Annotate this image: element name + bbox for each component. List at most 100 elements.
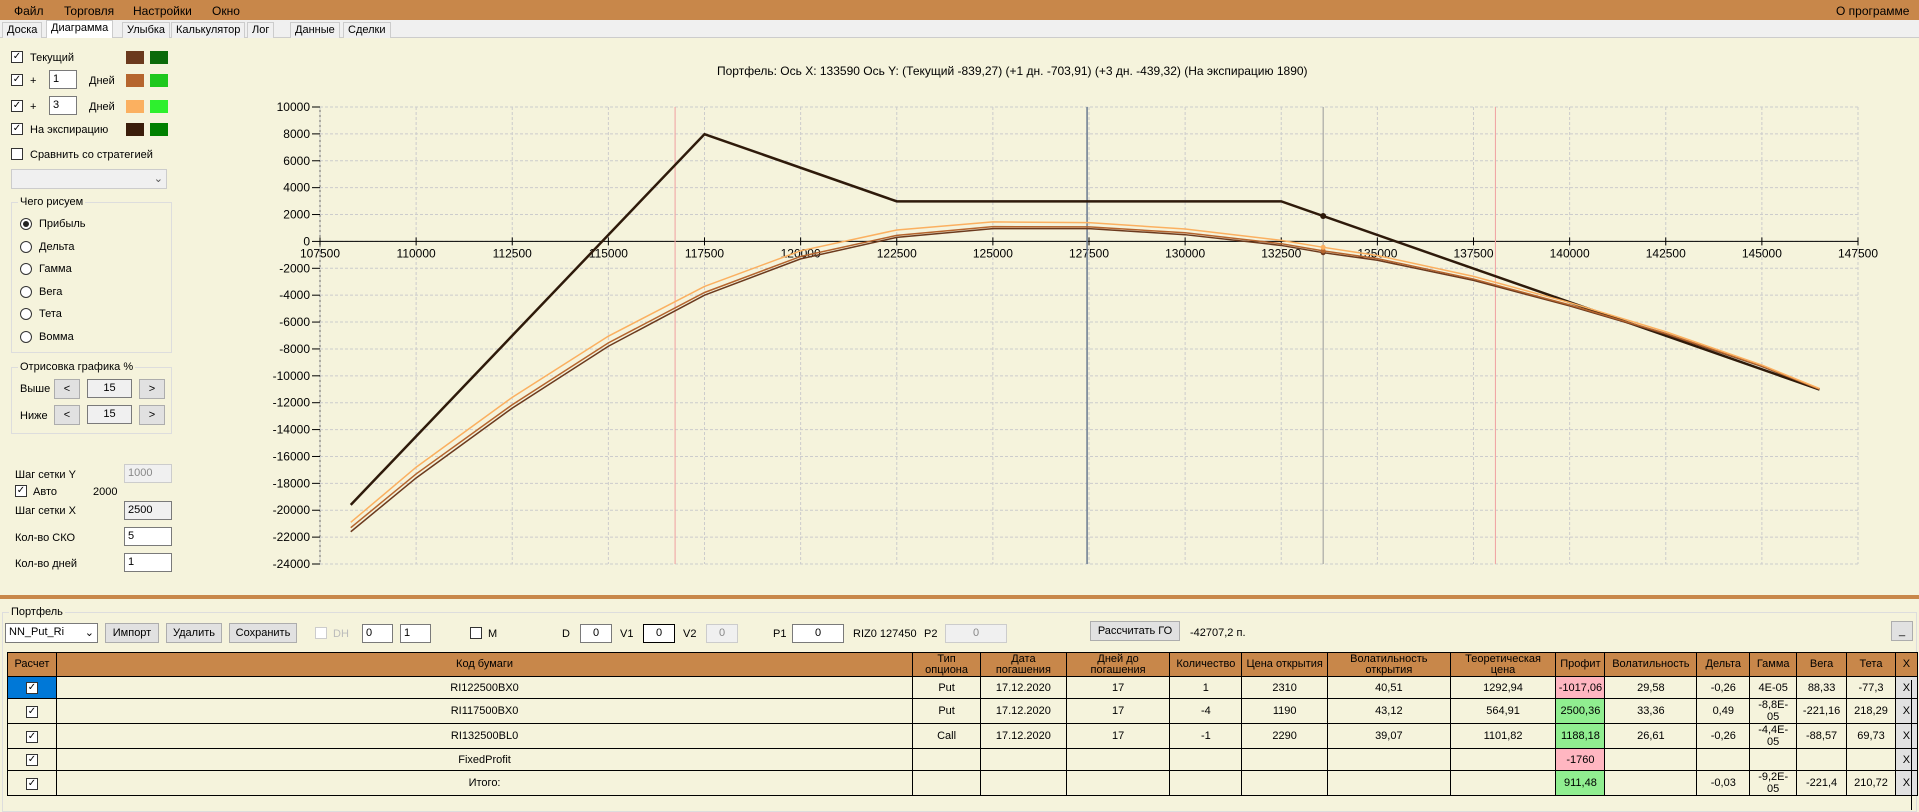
import-button[interactable]: Импорт: [105, 623, 159, 643]
tab-diagram[interactable]: Диаграмма: [46, 20, 114, 38]
column-header[interactable]: Тип опциона: [912, 652, 981, 677]
column-header[interactable]: X: [1894, 652, 1919, 677]
grid-y-input[interactable]: 1000: [124, 464, 172, 483]
menu-settings[interactable]: Настройки: [133, 4, 192, 18]
calc-checkbox-cell[interactable]: ✓: [7, 698, 57, 724]
day1-input[interactable]: 1: [49, 70, 77, 89]
calc-checkbox-cell[interactable]: ✓: [7, 676, 57, 699]
table-cell: 69,73: [1846, 723, 1896, 749]
calc-checkbox[interactable]: ✓: [25, 705, 38, 718]
column-header[interactable]: Волатильность открытия: [1327, 652, 1451, 677]
tab-log[interactable]: Лог: [247, 22, 275, 38]
draw-what-label: Чего рисуем: [18, 196, 86, 208]
dh-checkbox[interactable]: [315, 627, 327, 639]
above-increase-button[interactable]: >: [139, 379, 165, 399]
menu-trade[interactable]: Торговля: [64, 4, 115, 18]
sko-input[interactable]: 5: [124, 527, 172, 546]
column-header[interactable]: Количество: [1169, 652, 1243, 677]
days-count-input[interactable]: 1: [124, 553, 172, 572]
below-increase-button[interactable]: >: [139, 405, 165, 425]
delete-row-button[interactable]: X: [1894, 698, 1919, 724]
day1-greek-color-swatch[interactable]: [150, 74, 168, 87]
column-header[interactable]: Вега: [1796, 652, 1848, 677]
tab-data[interactable]: Данные: [290, 22, 340, 38]
current-greek-color-swatch[interactable]: [150, 51, 168, 64]
menu-window[interactable]: Окно: [212, 4, 240, 18]
tab-calculator[interactable]: Калькулятор: [171, 22, 246, 38]
d-input[interactable]: 0: [580, 624, 612, 643]
splitter[interactable]: [0, 595, 1919, 599]
table-row[interactable]: ✓ RI122500BX0 Put 17.12.2020 17 1 2310 40,51 129…: [7, 676, 1919, 699]
radio-theta[interactable]: [20, 308, 32, 320]
column-header[interactable]: Гамма: [1749, 652, 1798, 677]
v1-label: V1: [620, 628, 634, 640]
save-button[interactable]: Сохранить: [229, 623, 297, 643]
column-header[interactable]: Дельта: [1696, 652, 1751, 677]
table-cell: Put: [912, 676, 981, 699]
p1-input[interactable]: 0: [792, 624, 844, 643]
compare-checkbox[interactable]: [11, 148, 23, 160]
column-header[interactable]: Расчет: [7, 652, 57, 677]
calc-checkbox-cell[interactable]: ✓: [7, 748, 57, 771]
radio-delta[interactable]: [20, 241, 32, 253]
day3-checkbox[interactable]: ✓: [11, 100, 23, 112]
table-row[interactable]: ✓ RI117500BX0 Put 17.12.2020 17 -4 1190 43,12 56…: [7, 698, 1919, 724]
v2-input[interactable]: 0: [706, 624, 738, 643]
y-tick-label: -24000: [273, 557, 311, 571]
day3-color-swatch[interactable]: [126, 100, 144, 113]
column-header[interactable]: Тета: [1846, 652, 1896, 677]
grid-x-input[interactable]: 2500: [124, 501, 172, 520]
current-checkbox[interactable]: ✓: [11, 51, 23, 63]
delete-button[interactable]: Удалить: [166, 623, 222, 643]
calculate-go-button[interactable]: Рассчитать ГО: [1090, 621, 1180, 641]
day3-input[interactable]: 3: [49, 96, 77, 115]
v1-input[interactable]: 0: [643, 624, 675, 643]
menu-about[interactable]: О программе: [1836, 4, 1910, 18]
minimize-button[interactable]: _: [1891, 621, 1913, 641]
p2-input[interactable]: 0: [945, 624, 1007, 643]
expiry-color-swatch[interactable]: [126, 123, 144, 136]
expiry-greek-color-swatch[interactable]: [150, 123, 168, 136]
column-header[interactable]: Профит: [1555, 652, 1606, 677]
compare-strategy-select[interactable]: ⌄: [11, 169, 167, 189]
radio-profit[interactable]: [20, 218, 32, 230]
radio-gamma[interactable]: [20, 263, 32, 275]
below-decrease-button[interactable]: <: [54, 405, 80, 425]
plus-label: +: [30, 75, 37, 87]
tab-board[interactable]: Доска: [2, 22, 43, 38]
day1-color-swatch[interactable]: [126, 74, 144, 87]
below-value[interactable]: 15: [87, 405, 132, 424]
calc-checkbox[interactable]: ✓: [25, 682, 38, 694]
tab-deals[interactable]: Сделки: [343, 22, 391, 38]
current-color-swatch[interactable]: [126, 51, 144, 64]
portfolio-select[interactable]: NN_Put_Ri ⌄: [5, 623, 98, 643]
day1-checkbox[interactable]: ✓: [11, 74, 23, 86]
column-header[interactable]: Теоретическая цена: [1449, 652, 1557, 677]
column-header[interactable]: Дней до погашения: [1065, 652, 1171, 677]
menu-file[interactable]: Файл: [14, 4, 44, 18]
table-row[interactable]: ✓ FixedProfit -1760 X: [7, 748, 1919, 771]
tab-smile[interactable]: Улыбка: [122, 22, 171, 38]
calc-checkbox[interactable]: ✓: [25, 754, 38, 766]
table-row[interactable]: ✓ Итого: 911,48 -0,03 -9,2E-05 -221,4 210,72 X: [7, 770, 1919, 796]
day3-greek-color-swatch[interactable]: [150, 100, 168, 113]
spin1-input[interactable]: 0: [362, 624, 393, 643]
calc-checkbox-cell[interactable]: ✓: [7, 770, 57, 796]
calc-checkbox-cell[interactable]: ✓: [7, 723, 57, 749]
payoff-chart[interactable]: 107500 110000 112500 115000 117500 120000 1225…: [0, 0, 1919, 600]
calc-checkbox[interactable]: ✓: [25, 777, 38, 790]
m-checkbox[interactable]: [470, 627, 482, 639]
column-header[interactable]: Дата погашения: [980, 652, 1067, 677]
table-row[interactable]: ✓ RI132500BL0 Call 17.12.2020 17 -1 2290 39,07 1…: [7, 723, 1919, 749]
expiry-checkbox[interactable]: ✓: [11, 123, 23, 135]
radio-vomma[interactable]: [20, 331, 32, 343]
radio-vega[interactable]: [20, 286, 32, 298]
auto-checkbox[interactable]: ✓: [15, 485, 27, 497]
above-value[interactable]: 15: [87, 379, 132, 398]
calc-checkbox[interactable]: ✓: [25, 730, 38, 743]
column-header[interactable]: Цена открытия: [1241, 652, 1329, 677]
column-header[interactable]: Волатильность: [1604, 652, 1698, 677]
above-decrease-button[interactable]: <: [54, 379, 80, 399]
spin2-input[interactable]: 1: [400, 624, 431, 643]
column-header[interactable]: Код бумаги: [55, 652, 914, 677]
